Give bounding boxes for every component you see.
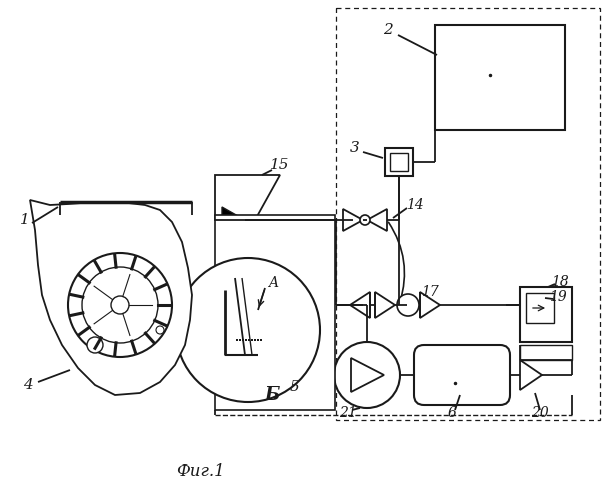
Bar [215,215,335,410]
Circle shape [360,215,370,225]
FancyArrowPatch shape [389,222,404,302]
Circle shape [82,267,158,343]
Polygon shape [222,207,245,233]
Text: 14: 14 [406,198,424,212]
Circle shape [111,296,129,314]
Polygon shape [30,200,192,395]
Text: 17: 17 [421,285,439,299]
Text: 18: 18 [551,275,569,289]
Circle shape [68,253,172,357]
Text: 6: 6 [448,406,456,420]
Text: 21: 21 [339,406,357,420]
Polygon shape [343,209,363,231]
Text: A: A [268,276,278,290]
Bar [385,148,413,176]
Polygon shape [351,358,384,392]
Polygon shape [520,360,542,390]
Text: 19: 19 [549,290,567,304]
Bar [390,153,408,171]
Text: 15: 15 [270,158,290,172]
Bar [520,287,572,342]
Circle shape [87,337,103,353]
Text: 3: 3 [350,141,360,155]
Polygon shape [215,175,280,220]
Text: Фиг.1: Фиг.1 [175,464,224,480]
Text: 20: 20 [531,406,549,420]
Bar [520,345,572,360]
Bar [336,8,600,420]
Bar [526,293,554,323]
Bar [435,25,565,130]
Text: 1: 1 [20,213,30,227]
Text: 2: 2 [383,23,393,37]
Circle shape [156,326,164,334]
Text: 5: 5 [290,380,300,394]
Circle shape [397,294,419,316]
FancyBboxPatch shape [414,345,510,405]
Text: Б: Б [264,386,280,404]
Circle shape [334,342,400,408]
Polygon shape [420,292,440,318]
Circle shape [176,258,320,402]
Polygon shape [367,209,387,231]
Polygon shape [350,292,370,318]
Polygon shape [375,292,395,318]
Text: 4: 4 [23,378,33,392]
